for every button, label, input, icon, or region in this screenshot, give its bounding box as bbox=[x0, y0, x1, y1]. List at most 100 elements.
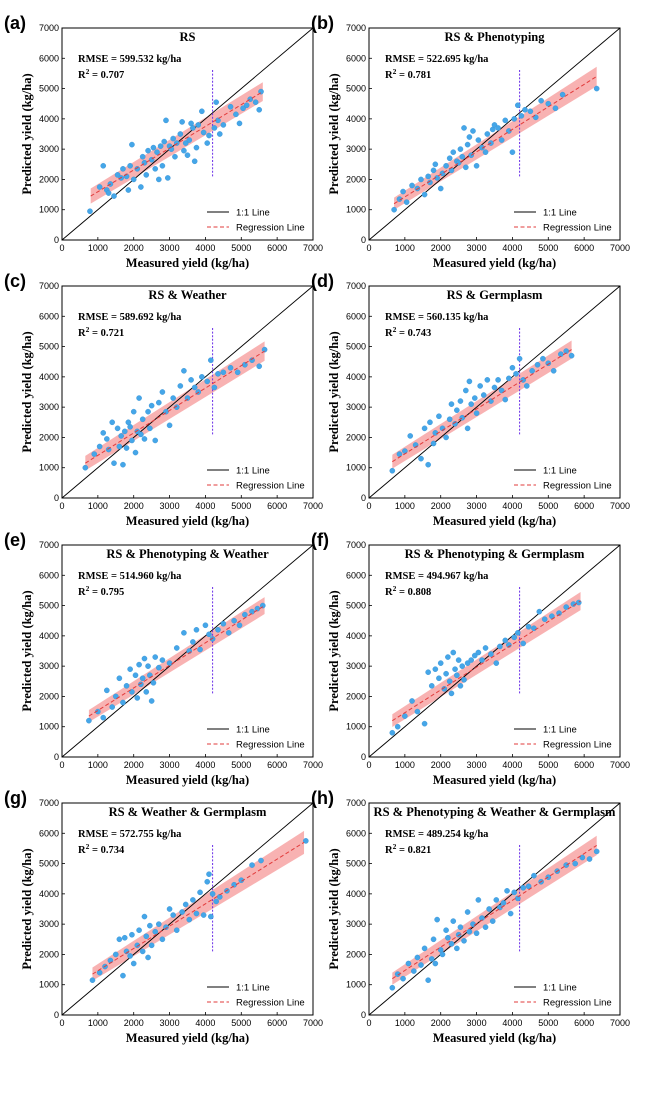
data-point bbox=[443, 670, 449, 677]
data-point bbox=[213, 898, 219, 905]
data-point bbox=[152, 437, 159, 444]
regression-line bbox=[392, 844, 597, 980]
regression-line bbox=[92, 841, 305, 975]
data-point bbox=[121, 934, 128, 941]
data-point bbox=[145, 147, 151, 154]
data-point bbox=[139, 416, 146, 423]
y-tick-label: 4000 bbox=[39, 631, 59, 641]
data-point bbox=[455, 931, 462, 938]
data-point bbox=[450, 918, 457, 924]
data-point bbox=[206, 631, 212, 638]
data-point bbox=[177, 383, 184, 389]
x-tick-label: 7000 bbox=[610, 243, 630, 253]
data-point bbox=[559, 91, 566, 98]
confidence-band bbox=[92, 830, 305, 981]
x-tick-label: 0 bbox=[366, 501, 371, 511]
panel-title: RS & Weather bbox=[148, 288, 227, 302]
y-tick-label: 4000 bbox=[39, 372, 59, 382]
y-tick-label: 1000 bbox=[346, 205, 366, 215]
data-point bbox=[493, 897, 500, 903]
r2-prefix: R bbox=[78, 70, 86, 81]
data-point bbox=[593, 848, 600, 855]
data-point bbox=[436, 675, 442, 682]
y-tick-label: 0 bbox=[54, 1010, 59, 1020]
data-point bbox=[500, 900, 507, 906]
data-point bbox=[156, 921, 162, 927]
r2-superscript: 2 bbox=[86, 584, 90, 593]
data-point bbox=[112, 951, 119, 958]
data-point bbox=[148, 402, 155, 409]
data-point bbox=[520, 377, 526, 383]
data-point bbox=[432, 161, 439, 168]
data-point bbox=[152, 928, 159, 935]
r2-prefix: R bbox=[385, 845, 393, 856]
data-point bbox=[161, 138, 167, 145]
data-point bbox=[575, 599, 582, 606]
r2-prefix: R bbox=[78, 328, 86, 339]
data-point bbox=[482, 149, 489, 155]
x-tick-label: 6000 bbox=[574, 243, 594, 253]
data-point bbox=[464, 141, 471, 148]
data-point bbox=[457, 398, 464, 404]
y-tick-label: 0 bbox=[54, 493, 59, 503]
y-tick-label: 1000 bbox=[39, 722, 59, 732]
legend-1to1-label: 1:1 Line bbox=[543, 983, 577, 994]
data-point bbox=[134, 942, 141, 949]
data-point bbox=[150, 680, 157, 686]
data-point bbox=[120, 972, 126, 979]
x-tick-label: 3000 bbox=[467, 243, 487, 253]
data-point bbox=[96, 184, 103, 190]
data-point bbox=[182, 901, 189, 908]
data-point bbox=[488, 651, 494, 657]
data-point bbox=[193, 144, 200, 151]
data-point bbox=[464, 909, 471, 915]
x-tick-label: 2000 bbox=[431, 243, 451, 253]
x-tick-label: 7000 bbox=[610, 1018, 630, 1028]
r2-value: = 0.781 bbox=[396, 70, 431, 81]
data-point bbox=[112, 693, 119, 700]
y-tick-label: 5000 bbox=[346, 859, 366, 869]
data-point bbox=[396, 451, 403, 457]
panel-g: 00 1000 1000 2000 2000 3000 3000 4000 4000 5000 50… bbox=[4, 788, 323, 1045]
y-tick-label: 5000 bbox=[39, 601, 59, 611]
y-tick-label: 3000 bbox=[346, 661, 366, 671]
data-point bbox=[100, 714, 107, 721]
data-point bbox=[540, 355, 546, 362]
data-point bbox=[208, 357, 214, 364]
y-tick-label: 6000 bbox=[346, 828, 366, 838]
data-point bbox=[457, 146, 464, 152]
data-point bbox=[179, 909, 185, 915]
data-point bbox=[457, 924, 464, 930]
data-point bbox=[204, 140, 211, 146]
data-point bbox=[511, 634, 518, 641]
data-point bbox=[468, 401, 474, 407]
data-point bbox=[236, 622, 243, 629]
x-tick-label: 2000 bbox=[431, 501, 451, 511]
data-point bbox=[188, 377, 194, 383]
data-point bbox=[136, 395, 142, 401]
y-tick-label: 7000 bbox=[39, 540, 59, 550]
confidence-band bbox=[392, 835, 597, 985]
legend-1to1-label: 1:1 Line bbox=[543, 208, 577, 219]
y-tick-label: 3000 bbox=[346, 919, 366, 929]
data-point bbox=[400, 975, 406, 982]
data-point bbox=[443, 927, 449, 934]
panel-e: 00 1000 1000 2000 2000 3000 3000 4000 4000 5000 50… bbox=[4, 530, 323, 787]
data-point bbox=[473, 162, 480, 169]
data-point bbox=[391, 206, 397, 213]
legend-1to1-label: 1:1 Line bbox=[236, 466, 270, 477]
panel-title: RS & Phenotyping & Germplasm bbox=[405, 547, 585, 561]
data-point bbox=[437, 660, 444, 666]
data-point bbox=[215, 627, 221, 633]
y-tick-label: 5000 bbox=[39, 84, 59, 94]
confidence-band bbox=[392, 591, 581, 728]
r2-text: R2 = 0.707 bbox=[78, 67, 124, 81]
data-point bbox=[127, 953, 133, 959]
data-point bbox=[148, 698, 155, 704]
data-point bbox=[455, 657, 462, 663]
data-point bbox=[204, 878, 211, 885]
data-point bbox=[141, 913, 148, 920]
y-tick-label: 6000 bbox=[346, 311, 366, 321]
data-point bbox=[91, 451, 98, 457]
